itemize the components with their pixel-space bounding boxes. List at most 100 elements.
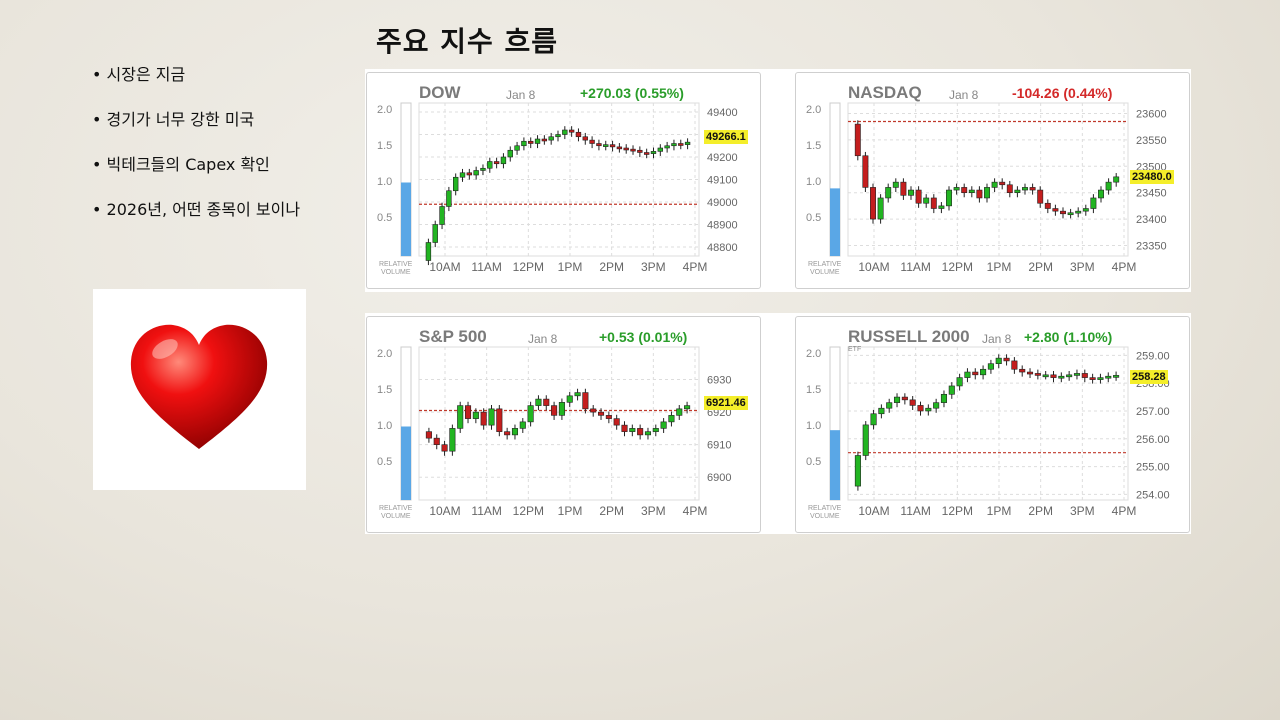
bullet-item: • 2026년, 어떤 종목이 보이나 xyxy=(92,200,301,219)
chart-title: RUSSELL 2000 xyxy=(848,327,970,346)
relative-volume-label: VOLUME xyxy=(810,513,840,520)
candle-body xyxy=(968,189,975,193)
candle-body xyxy=(972,371,979,376)
candle-body xyxy=(589,139,595,144)
candle-body xyxy=(637,428,644,436)
y-tick-label: 23350 xyxy=(1136,240,1167,252)
y-tick-label: 48900 xyxy=(707,220,738,232)
chart-title: S&P 500 xyxy=(419,327,487,346)
volume-tick-label: 2.0 xyxy=(377,348,392,360)
volume-tick-label: 1.0 xyxy=(377,176,392,188)
candle-body xyxy=(956,377,963,387)
x-tick-label: 12PM xyxy=(942,504,973,518)
russell2000-chart: 2.0 1.5 1.0 0.5 RELATIVE VOLUME 10AM 11AM 12PM 1P… xyxy=(795,316,1190,533)
bottom-charts-strip: 2.0 1.5 1.0 0.5 RELATIVE VOLUME 10AM 11AM 12PM 1P… xyxy=(365,313,1191,534)
candle-body xyxy=(999,181,1006,186)
y-tick-label: 6930 xyxy=(707,375,731,387)
volume-tick-label: 1.0 xyxy=(806,420,821,432)
candle-body xyxy=(1066,374,1073,378)
chart-change: -104.26 (0.44%) xyxy=(1012,85,1113,101)
candle-body xyxy=(1037,189,1044,204)
y-tick-label: 49100 xyxy=(707,175,738,187)
candle-body xyxy=(511,428,519,436)
candle-body xyxy=(1075,210,1082,214)
candle-body xyxy=(1003,357,1010,362)
candle-body xyxy=(514,145,520,151)
candle-body xyxy=(496,408,503,432)
candle-body xyxy=(521,140,527,147)
x-tick-label: 12PM xyxy=(513,260,544,274)
last-price-label: 23480.0 xyxy=(1130,170,1174,184)
candle-body xyxy=(1052,208,1059,212)
candle-body xyxy=(862,155,869,188)
volume-tick-label: 2.0 xyxy=(806,104,821,116)
relative-volume-label: VOLUME xyxy=(810,269,840,276)
bullet-item: • 시장은 지금 xyxy=(92,65,186,84)
x-tick-label: 10AM xyxy=(429,260,460,274)
candle-body xyxy=(566,395,573,403)
y-tick-label: 48800 xyxy=(707,242,738,254)
candle-body xyxy=(684,405,691,410)
candle-body xyxy=(660,421,667,429)
relative-volume-bar xyxy=(401,426,411,500)
x-tick-label: 2PM xyxy=(599,260,624,274)
x-tick-label: 10AM xyxy=(429,504,460,518)
x-tick-label: 4PM xyxy=(683,504,708,518)
candle-body xyxy=(441,444,448,452)
x-tick-label: 1PM xyxy=(558,260,583,274)
y-tick-label: 257.00 xyxy=(1136,406,1170,418)
y-tick-label: 23600 xyxy=(1136,109,1167,121)
bullet-item: • 빅테크들의 Capex 확인 xyxy=(92,155,270,174)
candle-body xyxy=(878,407,885,415)
candle-body xyxy=(453,176,459,192)
candle-body xyxy=(1089,377,1096,380)
candle-body xyxy=(987,363,994,370)
candle-body xyxy=(909,399,916,406)
candle-body xyxy=(948,385,955,395)
relative-volume-bar xyxy=(401,182,411,256)
candle-body xyxy=(480,411,487,426)
candle-body xyxy=(1026,371,1034,375)
plot-area xyxy=(418,346,700,501)
candle-body xyxy=(605,415,612,419)
candle-body xyxy=(1006,184,1013,193)
candle-body xyxy=(519,421,526,429)
candle-body xyxy=(555,134,561,138)
x-tick-label: 1PM xyxy=(987,260,1012,274)
candle-body xyxy=(637,149,643,153)
x-tick-label: 10AM xyxy=(858,260,889,274)
volume-tick-label: 1.0 xyxy=(377,420,392,432)
chart-change: +2.80 (1.10%) xyxy=(1024,329,1113,345)
x-tick-label: 2PM xyxy=(599,504,624,518)
candle-body xyxy=(652,428,659,432)
candle-body xyxy=(432,224,438,243)
candle-body xyxy=(500,156,507,165)
x-tick-label: 11AM xyxy=(900,260,930,274)
candle-body xyxy=(1105,375,1112,379)
candle-body xyxy=(995,357,1002,364)
x-tick-label: 3PM xyxy=(641,504,666,518)
candle-body xyxy=(1082,208,1089,212)
candle-body xyxy=(1022,187,1028,191)
candle-body xyxy=(1011,360,1018,370)
chart-date: Jan 8 xyxy=(528,332,558,346)
candle-body xyxy=(953,187,960,191)
candle-body xyxy=(1050,374,1057,378)
candle-body xyxy=(644,431,652,436)
candle-body xyxy=(449,428,456,452)
volume-tick-label: 1.5 xyxy=(806,384,821,396)
y-tick-label: 255.00 xyxy=(1136,462,1170,474)
candle-body xyxy=(630,148,636,152)
x-tick-label: 3PM xyxy=(641,260,666,274)
candle-body xyxy=(643,152,650,155)
relative-volume-label: VOLUME xyxy=(381,513,411,520)
candle-body xyxy=(527,405,534,423)
x-tick-label: 10AM xyxy=(858,504,889,518)
candle-body xyxy=(1090,197,1097,209)
candle-body xyxy=(457,405,464,429)
candle-body xyxy=(668,415,675,423)
candle-body xyxy=(917,405,924,412)
candle-body xyxy=(961,187,968,193)
volume-tick-label: 0.5 xyxy=(377,212,392,224)
